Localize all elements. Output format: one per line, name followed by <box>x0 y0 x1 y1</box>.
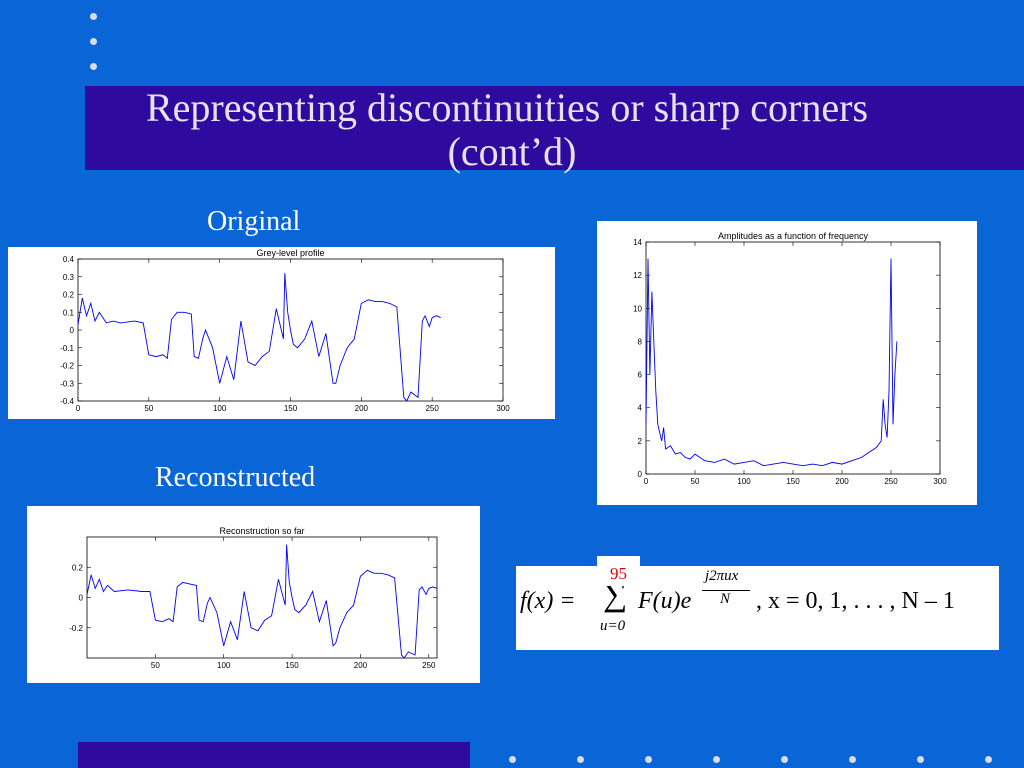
y-tick-label: -0.3 <box>60 379 74 388</box>
formula-sum-lower: u=0 <box>600 618 626 634</box>
y-tick-label: 14 <box>633 238 642 247</box>
y-tick-label: 0 <box>638 470 643 479</box>
y-tick-label: 8 <box>638 337 643 346</box>
bullet-dot <box>90 13 97 20</box>
chart-title: Reconstruction so far <box>219 526 304 536</box>
y-tick-label: 0.2 <box>72 563 84 572</box>
formula-exp-denominator: N <box>720 591 731 607</box>
caption-original: Original <box>207 206 301 237</box>
bullet-dot <box>90 63 97 70</box>
chart-title: Grey-level profile <box>256 248 324 258</box>
x-tick-label: 200 <box>354 661 368 670</box>
chart-title: Amplitudes as a function of frequency <box>718 231 869 241</box>
x-tick-label: 0 <box>76 404 81 413</box>
y-tick-label: 0 <box>70 326 75 335</box>
y-tick-label: -0.4 <box>60 397 74 406</box>
y-tick-label: 0.2 <box>63 291 75 300</box>
fourier-formula: f(x) = ∑ u=0 F(u)e j2πux N , x = 0, 1, .… <box>516 566 999 650</box>
series-line <box>645 258 898 467</box>
amplitudes-chart: Amplitudes as a function of frequency 0 50… <box>597 221 977 505</box>
y-tick-label: 0.4 <box>63 255 75 264</box>
x-tick-label: 250 <box>425 404 439 413</box>
caption-reconstructed: Reconstructed <box>155 462 316 493</box>
plot-frame <box>86 536 438 659</box>
x-tick-label: 50 <box>151 661 160 670</box>
bullet-dot <box>917 756 924 763</box>
formula-exp-numerator: j2πux <box>705 568 739 584</box>
x-tick-label: 100 <box>213 404 227 413</box>
x-tick-label: 150 <box>284 404 298 413</box>
y-tick-label: 0 <box>79 594 84 603</box>
y-tick-label: 10 <box>633 304 642 313</box>
reconstruction-chart: Reconstruction so far 50 100 150 200 250 0.2 0 -… <box>27 506 480 683</box>
formula-tail: , x = 0, 1, . . . , N – 1 <box>756 588 955 614</box>
bullet-dot <box>713 756 720 763</box>
bottom-band <box>78 742 470 768</box>
x-tick-label: 150 <box>786 477 800 486</box>
x-tick-label: 300 <box>933 477 947 486</box>
x-tick-label: 50 <box>144 404 153 413</box>
y-tick-label: 12 <box>633 271 642 280</box>
bullet-dot <box>985 756 992 763</box>
bullet-dot <box>90 38 97 45</box>
x-tick-label: 250 <box>422 661 436 670</box>
x-tick-label: 50 <box>691 477 700 486</box>
x-tick-label: 200 <box>355 404 369 413</box>
bullet-dot <box>781 756 788 763</box>
x-tick-label: 150 <box>285 661 299 670</box>
formula-lhs: f(x) = <box>520 588 576 614</box>
x-tick-label: 200 <box>835 477 849 486</box>
y-tick-label: 0.1 <box>63 308 75 317</box>
slide-title-line-1: Representing discontinuities or sharp co… <box>145 85 869 130</box>
y-tick-label: 6 <box>638 371 643 380</box>
title-band <box>85 86 1024 170</box>
grey-level-profile-chart: Grey-level profile 0 50 100 150 200 250 300 0.4 0… <box>8 247 555 419</box>
x-tick-label: 100 <box>217 661 231 670</box>
x-tick-label: 100 <box>737 477 751 486</box>
y-tick-label: 0.3 <box>63 273 75 282</box>
formula-term: F(u)e <box>638 588 692 614</box>
bullet-dot <box>645 756 652 763</box>
x-tick-label: 300 <box>496 404 510 413</box>
bullet-dot <box>509 756 516 763</box>
y-tick-label: -0.1 <box>60 344 74 353</box>
y-tick-label: -0.2 <box>60 362 74 371</box>
series-line <box>77 273 441 402</box>
y-tick-label: 4 <box>638 404 643 413</box>
page-number: 95 <box>597 556 640 586</box>
slide-title-line-2: (cont’d) <box>447 129 577 174</box>
x-tick-label: 0 <box>644 477 649 486</box>
x-tick-label: 250 <box>884 477 898 486</box>
fraction-bar <box>702 590 750 591</box>
slide-title: Representing discontinuities or sharp co… <box>0 86 1024 174</box>
y-tick-label: 2 <box>638 437 643 446</box>
bullet-dot <box>577 756 584 763</box>
y-tick-label: -0.2 <box>69 624 83 633</box>
bullet-dot <box>849 756 856 763</box>
series-line <box>86 544 438 659</box>
